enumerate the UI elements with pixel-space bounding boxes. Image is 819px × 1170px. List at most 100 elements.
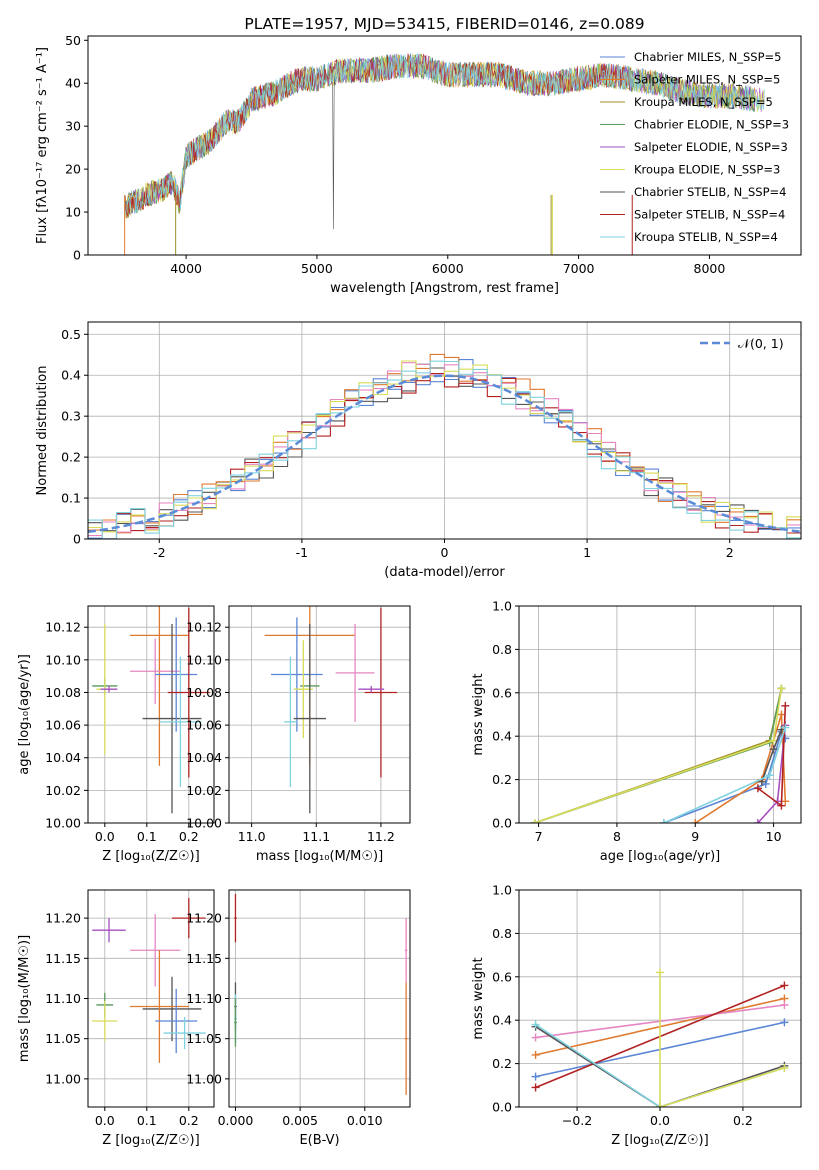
y-tick-label: 10.04: [186, 750, 222, 765]
weight-marker: [531, 1020, 540, 1029]
error-point: [155, 988, 198, 1054]
legend-label: Chabrier STELIB, N_SSP=4: [634, 185, 786, 199]
x-tick-label: 0.2: [733, 1113, 753, 1128]
x-tick-label: −0.2: [562, 1113, 592, 1128]
axes-frame: [87, 35, 802, 256]
y-tick-label: 50: [65, 33, 81, 48]
x-tick-label: 0.1: [137, 829, 157, 844]
weight-marker: [659, 819, 668, 823]
y-tick-label: 11.15: [186, 951, 222, 966]
x-tick-label: 4000: [170, 261, 202, 276]
chart-mass_vs_Z: 0.0 0.1 0.2 11.00 11.05 11.10 11.15 11.20 Z [log…: [17, 889, 215, 1148]
weight-series: [757, 725, 786, 786]
x-tick-label: 8: [613, 829, 621, 844]
x-tick-label: 8000: [694, 261, 726, 276]
plot-body: [92, 898, 206, 1063]
error-point: [92, 918, 126, 943]
error-point: [293, 623, 326, 814]
y-tick-label: 0.0: [492, 1100, 512, 1115]
y-tick-label: 0.2: [492, 772, 512, 787]
error-point: [163, 1016, 206, 1050]
y-tick-label: 10.10: [186, 652, 222, 667]
error-point: [92, 1000, 118, 1042]
y-axis-label: mass [log₁₀(M/M☉)]: [17, 935, 32, 1062]
y-tick-label: 0.2: [492, 1056, 512, 1071]
legend-label: Chabrier MILES, N_SSP=5: [634, 50, 781, 64]
y-tick-label: 11.20: [45, 911, 81, 926]
axes-frame: [518, 889, 802, 1108]
y-tick-label: 0.6: [492, 969, 512, 984]
x-axis-label: Z [log₁₀(Z/Z☉)]: [611, 1133, 708, 1148]
error-point: [234, 998, 237, 1047]
x-tick-label: 5000: [301, 261, 333, 276]
spectrum-line: [124, 53, 632, 218]
x-tick-label: 0.2: [179, 1113, 199, 1128]
weight-marker: [531, 1083, 540, 1092]
error-point: [130, 914, 181, 987]
spectrum-line: [124, 52, 765, 215]
y-tick-label: 10.00: [186, 816, 222, 831]
x-tick-label: 6000: [432, 261, 464, 276]
y-tick-label: 30: [65, 119, 81, 134]
x-tick-label: -1: [296, 545, 308, 560]
y-tick-label: 10.08: [45, 685, 81, 700]
plot-area: [229, 606, 410, 823]
y-tick-label: 0.4: [492, 1013, 512, 1028]
x-tick-label: 0.0: [95, 1113, 115, 1128]
x-tick-label: 0.000: [218, 1113, 254, 1128]
error-point: [404, 982, 408, 1095]
error-point: [271, 617, 323, 732]
error-point: [283, 656, 297, 788]
legend-label: Salpeter ELODIE, N_SSP=3: [634, 140, 788, 154]
histogram-series: [88, 360, 801, 533]
x-tick-label: -2: [153, 545, 165, 560]
error-point: [172, 898, 206, 939]
x-tick-label: 7000: [563, 261, 595, 276]
weight-marker: [780, 1018, 789, 1027]
plot-area: [519, 606, 801, 823]
weight-marker: [530, 819, 539, 823]
x-tick-label: 1: [583, 545, 591, 560]
weight-marker: [780, 1063, 789, 1072]
x-tick-label: 0.010: [347, 1113, 383, 1128]
plot-body: [531, 968, 789, 1107]
normal-curve: [88, 374, 801, 534]
y-tick-label: 10.06: [45, 718, 81, 733]
chart-weight_vs_Z: −0.2 0.0 0.2 0.0 0.2 0.4 0.6 0.8 1.0 Z [log₁₀(Z/Z…: [471, 883, 802, 1148]
weight-series: [753, 701, 790, 810]
y-tick-label: 11.05: [45, 1031, 81, 1046]
weight-marker: [691, 819, 700, 823]
y-tick-label: 10.02: [186, 783, 222, 798]
legend-label: Kroupa MILES, N_SSP=5: [634, 95, 773, 109]
y-tick-label: 0: [73, 532, 81, 547]
axes-frame: [87, 889, 215, 1108]
axes-frame: [228, 889, 411, 1108]
weight-marker: [765, 771, 774, 780]
x-axis-label: mass [log₁₀(M/M☉)]: [256, 849, 383, 864]
error-point: [364, 607, 398, 778]
x-tick-label: 2: [726, 545, 734, 560]
error-point: [404, 918, 408, 983]
weight-marker: [777, 710, 786, 719]
y-axis-label: Normed distribution: [35, 366, 50, 496]
error-point: [234, 894, 237, 943]
chart-residuals: -2 -1 0 1 2 0 0.1 0.2 0.3 0.4 0.5 (data-model)/erro…: [35, 321, 802, 580]
plot-body: [264, 606, 398, 814]
y-tick-label: 10.04: [45, 750, 81, 765]
y-tick-label: 0.0: [492, 816, 512, 831]
error-point: [159, 656, 202, 788]
axes-frame: [87, 605, 215, 824]
y-tick-label: 20: [65, 162, 81, 177]
x-axis-label: (data-model)/error: [384, 565, 505, 580]
y-tick-label: 0: [73, 248, 81, 263]
plot-body: [92, 606, 210, 814]
weight-marker: [753, 784, 762, 793]
x-tick-label: 0.005: [282, 1113, 318, 1128]
legend-label: Kroupa STELIB, N_SSP=4: [634, 230, 778, 244]
y-tick-label: 11.20: [186, 911, 222, 926]
y-tick-label: 10.00: [45, 816, 81, 831]
y-tick-label: 10.02: [45, 783, 81, 798]
plot-body: [88, 353, 801, 539]
x-tick-label: 0.0: [95, 829, 115, 844]
